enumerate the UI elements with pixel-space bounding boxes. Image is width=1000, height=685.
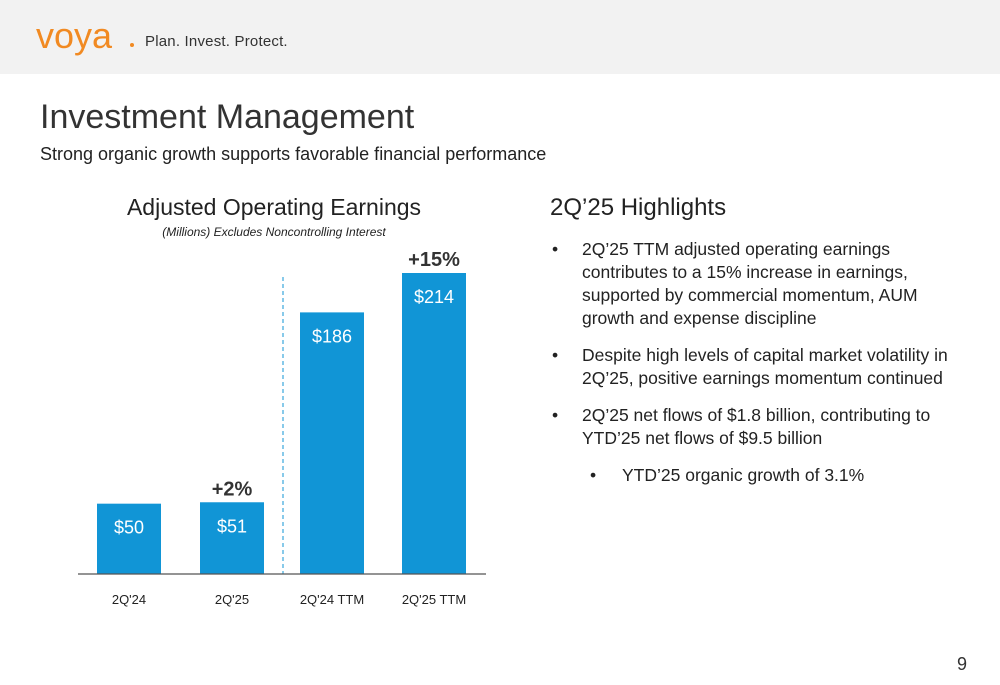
highlight-item: • 2Q’25 TTM adjusted operating earnings … [550, 238, 970, 330]
bar-value-label: $51 [217, 516, 247, 536]
bullet-marker: • [590, 465, 597, 485]
highlight-item: • 2Q’25 net flows of $1.8 billion, contr… [550, 404, 970, 450]
bar-value-label: $214 [414, 287, 454, 307]
highlight-sub-item: • YTD’25 organic growth of 3.1% [550, 464, 970, 487]
x-tick-label: 2Q'24 TTM [300, 592, 364, 607]
highlight-text: YTD’25 organic growth of 3.1% [622, 465, 865, 485]
bar [402, 273, 466, 574]
bullet-marker: • [552, 239, 559, 259]
x-tick-label: 2Q'25 [215, 592, 249, 607]
x-tick-label: 2Q'25 TTM [402, 592, 466, 607]
voya-logo: voya [36, 16, 134, 56]
bullet-marker: • [552, 405, 559, 425]
bullet-marker: • [552, 345, 559, 365]
page-subtitle: Strong organic growth supports favorable… [40, 144, 547, 164]
highlight-text: 2Q’25 TTM adjusted operating earnings co… [582, 239, 918, 328]
page-title: Investment Management [40, 98, 415, 136]
x-tick-label: 2Q'24 [112, 592, 146, 607]
growth-annotation: +15% [408, 249, 460, 271]
highlights-list: • 2Q’25 TTM adjusted operating earnings … [550, 238, 970, 501]
tagline: Plan. Invest. Protect. [145, 33, 288, 50]
bar [300, 312, 364, 574]
highlights-title: 2Q’25 Highlights [550, 194, 727, 221]
highlight-text: Despite high levels of capital market vo… [582, 345, 948, 388]
highlight-text: 2Q’25 net flows of $1.8 billion, contrib… [582, 405, 931, 448]
highlight-item: • Despite high levels of capital market … [550, 344, 970, 390]
growth-annotation: +2% [212, 478, 253, 500]
logo-text: voya [36, 16, 113, 56]
bar [200, 502, 264, 574]
page-number: 9 [957, 654, 968, 674]
bar-value-label: $186 [312, 326, 352, 346]
chart-subtitle: (Millions) Excludes Noncontrolling Inter… [162, 225, 386, 239]
header-bar: voya Plan. Invest. Protect. [0, 0, 1000, 74]
bar [97, 503, 161, 574]
bar-value-label: $50 [114, 518, 144, 538]
chart-title: Adjusted Operating Earnings [126, 194, 422, 220]
